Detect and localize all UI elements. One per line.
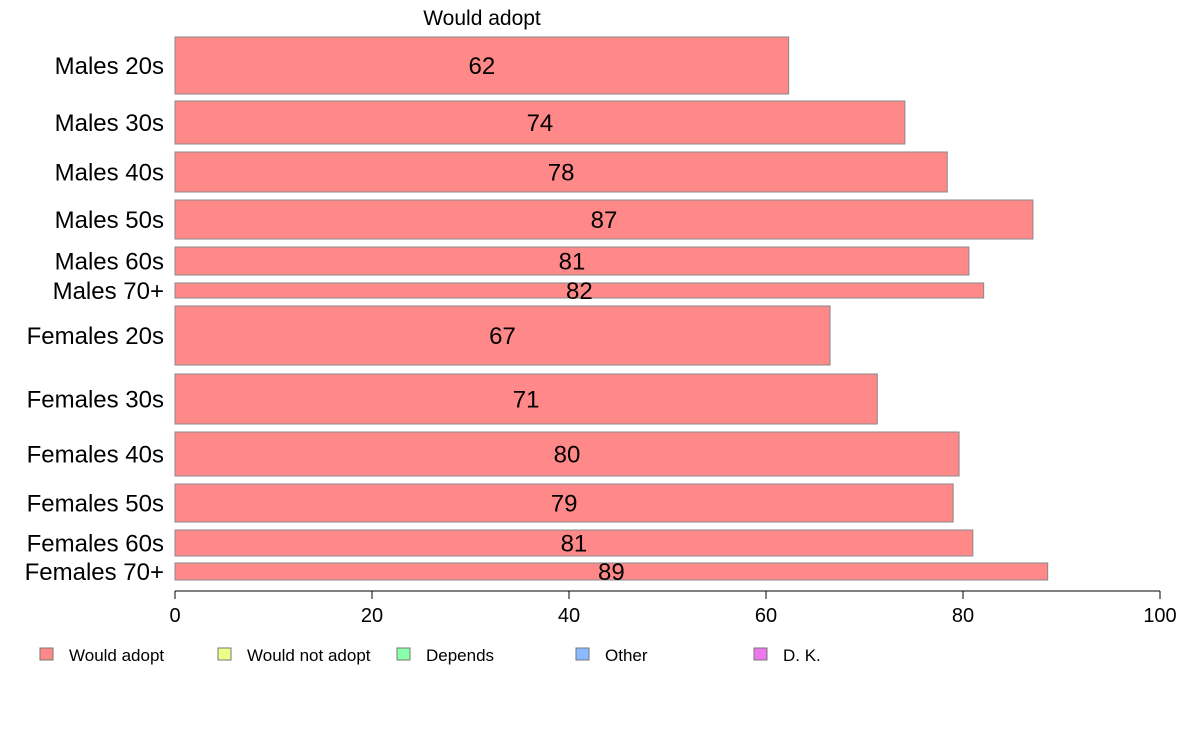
bar-value-label: 78 [548,160,575,187]
bar [174,199,1034,240]
category-label: Females 50s [27,491,164,518]
x-tick-label: 80 [952,605,974,627]
bar-value-label: 81 [559,249,586,276]
legend-swatch [753,647,768,661]
legend-swatch [575,647,590,661]
bar [174,151,948,193]
category-label: Males 60s [55,249,164,276]
legend-label: Would adopt [69,646,164,665]
category-label: Females 60s [27,531,164,558]
bar-value-label: 80 [554,442,581,469]
bar-value-label: 82 [566,278,593,305]
bar-value-label: 74 [527,110,554,137]
bar [174,373,878,425]
bar-value-label: 62 [468,53,495,80]
category-label: Females 20s [27,323,164,350]
legend-swatch [217,647,232,661]
bar [174,36,790,95]
bar [174,562,1049,581]
category-labels: Males 20s Males 30s Males 40s Males 50s Male… [25,53,164,586]
x-axis: 0 20 40 60 80 100 [169,590,1177,627]
category-label: Males 70+ [53,278,164,305]
bar [174,305,831,366]
bar-value-label: 89 [598,559,625,586]
legend-swatch [396,647,411,661]
category-label: Males 50s [55,207,164,234]
bar-value-label: 71 [513,387,540,414]
category-label: Females 70+ [25,559,164,586]
bar [174,483,954,523]
legend-label: Depends [426,646,494,665]
bar [174,246,970,276]
series-title: Would adopt [423,7,541,30]
legend-label: Other [605,646,648,665]
x-tick-label: 60 [755,605,777,627]
bar-value-label: 79 [551,491,578,518]
legend-swatch [39,647,54,661]
category-label: Females 30s [27,387,164,414]
x-tick-label: 100 [1143,605,1176,627]
bar [174,100,906,145]
bar [174,529,974,557]
x-tick-label: 40 [558,605,580,627]
legend-label: D. K. [783,646,821,665]
category-label: Males 20s [55,53,164,80]
bar [174,282,985,299]
x-tick-label: 0 [169,605,180,627]
legend-label: Would not adopt [247,646,371,665]
legend: Would adopt Would not adopt Depends Other D.… [39,646,821,665]
bar-value-label: 81 [561,531,588,558]
category-label: Females 40s [27,442,164,469]
category-label: Males 30s [55,110,164,137]
x-tick-label: 20 [361,605,383,627]
bar [174,431,960,477]
bar-value-label: 67 [489,323,516,350]
bar-value-label: 87 [591,207,618,234]
category-label: Males 40s [55,160,164,187]
